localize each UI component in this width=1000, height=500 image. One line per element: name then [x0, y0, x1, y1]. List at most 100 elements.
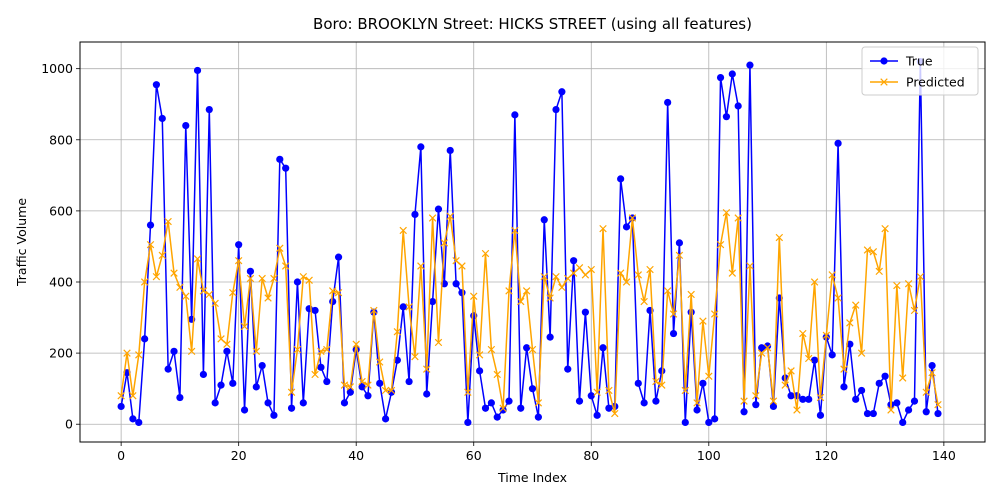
- data-point-true: [664, 98, 672, 107]
- data-point-true: [364, 392, 372, 400]
- data-point-true: [905, 406, 913, 414]
- data-point-predicted: [176, 283, 184, 292]
- data-point-true: [211, 399, 219, 407]
- data-point-predicted: [211, 299, 219, 308]
- x-axis-label: Time Index: [497, 470, 567, 485]
- y-tick-label: 1000: [41, 61, 73, 76]
- data-point-predicted: [528, 345, 537, 354]
- data-point-true: [634, 379, 642, 387]
- data-point-predicted: [675, 251, 684, 260]
- data-point-true: [640, 399, 648, 407]
- data-point-predicted: [628, 214, 637, 222]
- data-point-true: [934, 409, 942, 418]
- data-point-predicted: [922, 388, 930, 396]
- data-point-true: [734, 102, 742, 110]
- data-point-predicted: [893, 281, 901, 290]
- data-point-true: [540, 216, 548, 224]
- data-point-true: [434, 205, 443, 213]
- series-predicted: [117, 208, 942, 418]
- data-point-predicted: [434, 338, 443, 347]
- data-point-true: [558, 88, 566, 96]
- data-point-true: [675, 239, 684, 247]
- data-point-true: [769, 402, 778, 411]
- data-point-true: [452, 280, 460, 288]
- data-point-true: [287, 404, 296, 412]
- data-point-true: [129, 415, 137, 423]
- data-point-predicted: [540, 272, 548, 281]
- data-point-true: [575, 397, 584, 405]
- data-point-predicted: [340, 381, 349, 389]
- data-point-predicted: [634, 271, 643, 279]
- data-point-true: [564, 365, 572, 373]
- data-point-true: [270, 411, 278, 419]
- data-point-true: [523, 344, 531, 352]
- y-tick-label: 400: [49, 275, 73, 290]
- data-point-predicted: [804, 354, 813, 363]
- data-point-true: [329, 297, 337, 306]
- data-point-true: [299, 399, 307, 407]
- data-point-predicted: [863, 246, 872, 254]
- data-point-predicted: [575, 264, 584, 272]
- data-point-predicted: [652, 377, 660, 386]
- data-point-predicted: [352, 340, 360, 348]
- series-line-predicted: [120, 212, 939, 414]
- data-point-predicted: [475, 351, 484, 359]
- data-point-predicted: [481, 249, 490, 258]
- data-point-predicted: [840, 365, 848, 373]
- data-point-predicted: [240, 322, 249, 331]
- data-point-predicted: [881, 224, 889, 233]
- data-point-true: [146, 221, 155, 229]
- data-point-predicted: [375, 358, 384, 366]
- data-point-predicted: [164, 217, 172, 226]
- data-point-true: [852, 395, 860, 403]
- data-point-predicted: [428, 214, 437, 222]
- data-point-predicted: [517, 297, 525, 306]
- data-point-predicted: [640, 297, 648, 306]
- data-point-predicted: [558, 283, 566, 292]
- data-point-predicted: [505, 287, 513, 295]
- data-point-true: [599, 344, 607, 352]
- data-point-predicted: [875, 267, 883, 276]
- data-point-true: [229, 379, 237, 387]
- data-point-true: [311, 306, 319, 315]
- data-point-true: [763, 342, 772, 350]
- data-point-predicted: [223, 340, 231, 348]
- data-point-true: [728, 70, 736, 78]
- data-point-true: [517, 404, 525, 412]
- y-tick-label: 800: [49, 132, 73, 147]
- data-point-predicted: [693, 399, 701, 407]
- data-point-predicted: [828, 271, 836, 279]
- data-point-true: [346, 388, 354, 396]
- data-point-predicted: [663, 287, 672, 295]
- data-point-predicted: [869, 248, 878, 256]
- data-point-true: [922, 408, 930, 416]
- data-point-true: [587, 392, 595, 400]
- data-point-true: [481, 404, 490, 412]
- data-point-predicted: [910, 306, 919, 315]
- data-point-true: [875, 379, 883, 387]
- data-point-predicted: [258, 274, 266, 283]
- data-point-true: [552, 105, 560, 114]
- data-point-predicted: [440, 239, 449, 247]
- data-point-true: [164, 365, 172, 373]
- data-point-predicted: [276, 244, 284, 252]
- series-layer: [117, 57, 942, 427]
- data-point-true: [546, 333, 554, 341]
- data-point-true: [752, 401, 760, 409]
- data-point-predicted: [287, 388, 296, 396]
- data-point-predicted: [205, 290, 214, 299]
- data-point-predicted: [646, 265, 654, 274]
- data-point-predicted: [816, 393, 825, 402]
- data-point-true: [423, 390, 431, 398]
- data-point-predicted: [234, 256, 243, 265]
- data-point-predicted: [123, 349, 131, 357]
- data-point-true: [805, 395, 813, 403]
- data-point-predicted: [452, 256, 460, 265]
- data-point-true: [787, 392, 795, 400]
- data-point-true: [622, 223, 631, 231]
- data-point-predicted: [281, 262, 290, 270]
- data-point-predicted: [846, 319, 854, 327]
- data-point-predicted: [387, 386, 396, 395]
- legend-marker-true: [880, 57, 888, 65]
- chart-title: Boro: BROOKLYN Street: HICKS STREET (usi…: [313, 15, 752, 33]
